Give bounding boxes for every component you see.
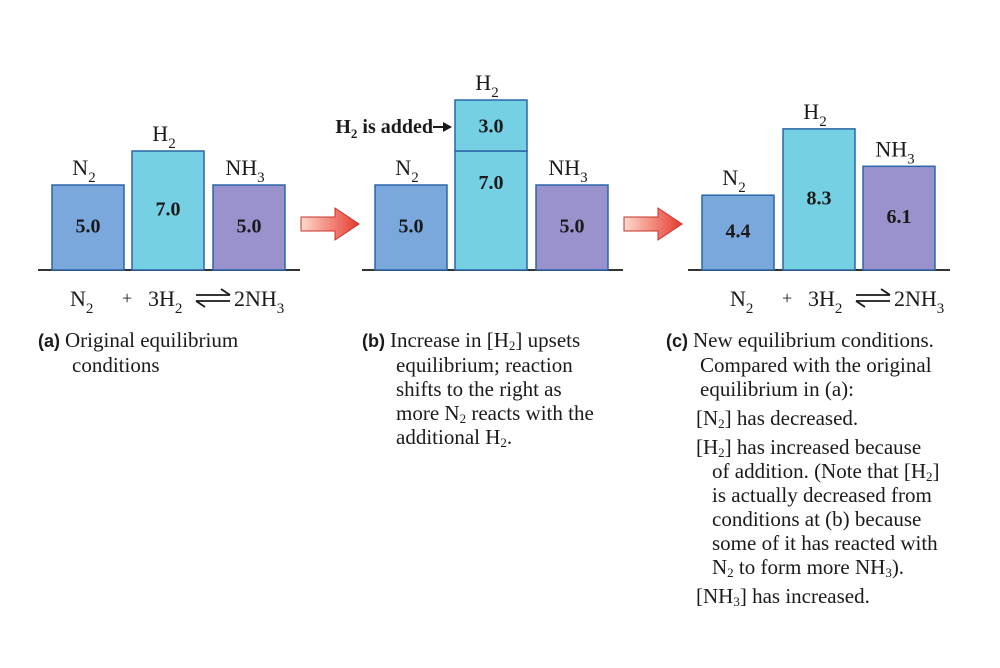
caption-b: (b) Increase in [H2] upsets equilibrium; … (362, 328, 594, 449)
eq-c-n2: N2 (730, 286, 753, 317)
caption-c-note-line: [N2] has decreased. (696, 406, 859, 431)
eq-a-plus: + (122, 288, 132, 308)
caption-c-note: [NH3] has increased. (666, 584, 940, 608)
caption-a-lead: (a) (38, 331, 65, 351)
species-label-b-h2: H2 (475, 70, 498, 101)
species-label-a-h2: H2 (152, 121, 175, 152)
value-label-a-nh3: 5.0 (237, 216, 262, 238)
caption-c-note-line: conditions at (b) because (712, 507, 922, 531)
eq-a-h2: 3H2 (148, 286, 182, 317)
bar-a-n2 (51, 184, 125, 271)
eq-a-fwd-head (220, 288, 231, 296)
eq-c-nh3: 2NH3 (894, 286, 944, 317)
eq-c-fwd-head (880, 288, 891, 296)
bar-b-n2 (374, 184, 448, 271)
caption-c-note: [H2] has increased because of addition. (… (666, 435, 940, 579)
caption-c-lead: (c) (666, 331, 693, 351)
caption-c-line: (c) New equilibrium conditions. (666, 328, 934, 352)
eq-a-nh3: 2NH3 (234, 286, 284, 317)
bar-b-nh3 (535, 184, 609, 271)
bar-a-nh3 (212, 184, 286, 271)
value-label-b-n2: 5.0 (399, 216, 424, 238)
species-label-b-nh3: NH3 (548, 155, 587, 186)
species-label-a-nh3: NH3 (225, 155, 264, 186)
caption-c-line: equilibrium in (a): (700, 377, 854, 401)
species-label-c-h2: H2 (803, 99, 826, 130)
eq-c-plus: + (782, 288, 792, 308)
bar-a-h2 (131, 150, 205, 271)
species-label-a-n2: N2 (72, 155, 95, 186)
value-label-c-nh3: 6.1 (887, 206, 912, 228)
caption-c-note-line: of addition. (Note that [H2] (712, 459, 940, 484)
eq-a-n2: N2 (70, 286, 93, 317)
caption-c-line: Compared with the original (700, 353, 932, 377)
value-label-c-n2: 4.4 (726, 221, 751, 243)
species-label-c-n2: N2 (722, 165, 745, 196)
caption-c: (c) New equilibrium conditions. Compared … (666, 328, 940, 608)
caption-b-line: more N2 reacts with the (396, 401, 594, 426)
bar-b-h2 (454, 150, 528, 271)
value-label-a-h2: 7.0 (156, 199, 181, 221)
value-label-a-n2: 5.0 (76, 216, 101, 238)
added-note: H2 is added (335, 116, 433, 141)
eq-a-rev-head (195, 300, 206, 308)
bar-c-h2 (782, 128, 856, 271)
caption-c-note-line: N2 to form more NH3). (712, 555, 905, 580)
caption-c-note-line: [H2] has increased because (696, 435, 922, 460)
bar-c-n2 (701, 194, 775, 271)
added-value-label: 3.0 (479, 116, 504, 138)
species-label-b-n2: N2 (395, 155, 418, 186)
caption-a-line: (a) Original equilibrium (38, 328, 239, 352)
caption-c-note: [N2] has decreased. (666, 406, 940, 430)
caption-a: (a) Original equilibrium conditions (38, 328, 238, 377)
caption-b-line: equilibrium; reaction (396, 353, 573, 377)
caption-c-note-line: [NH3] has increased. (696, 584, 870, 609)
caption-a-line: conditions (72, 353, 160, 377)
shift-arrow-2 (623, 207, 683, 241)
value-label-b-nh3: 5.0 (560, 216, 585, 238)
added-note-arrowhead (443, 122, 452, 132)
bar-added-b (454, 99, 528, 152)
shift-arrow-1 (300, 207, 360, 241)
value-label-c-h2: 8.3 (807, 187, 832, 209)
value-label-b-h2: 7.0 (479, 172, 504, 194)
caption-c-note-line: is actually decreased from (712, 483, 932, 507)
caption-c-note-line: some of it has reacted with (712, 531, 938, 555)
bar-diagram: 5.0 N2 7.0 H2 5.0 NH3 N2 + 3H2 2NH3 5.0 N2 7.0 3.0 H2 … (38, 70, 950, 317)
caption-b-line: (b) Increase in [H2] upsets (362, 328, 581, 353)
caption-b-line: shifts to the right as (396, 377, 562, 401)
caption-b-lead: (b) (362, 331, 390, 351)
species-label-c-nh3: NH3 (875, 136, 914, 167)
caption-b-line: additional H2. (396, 425, 513, 450)
eq-c-h2: 3H2 (808, 286, 842, 317)
bar-c-nh3 (862, 165, 936, 271)
eq-c-rev-head (855, 300, 866, 308)
